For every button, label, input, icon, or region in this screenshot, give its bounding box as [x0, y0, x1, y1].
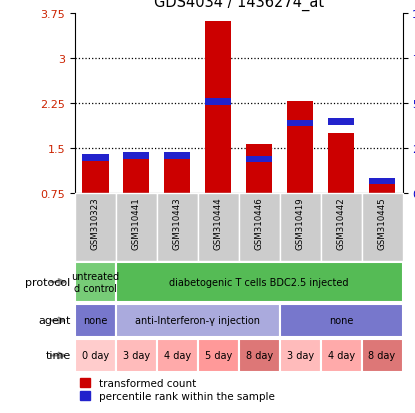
Legend: transformed count, percentile rank within the sample: transformed count, percentile rank withi… — [80, 378, 275, 401]
Bar — [328, 119, 354, 125]
Bar — [321, 339, 361, 373]
Text: GSM310446: GSM310446 — [255, 197, 264, 249]
Text: 3 day: 3 day — [122, 351, 150, 361]
Bar — [198, 339, 239, 373]
Bar — [369, 183, 395, 193]
Text: GSM310445: GSM310445 — [378, 197, 386, 249]
Bar — [75, 339, 116, 373]
Bar — [205, 21, 232, 193]
Bar — [361, 193, 403, 261]
Bar — [321, 193, 361, 261]
Text: 8 day: 8 day — [369, 351, 395, 361]
Bar — [116, 262, 403, 302]
Text: GSM310419: GSM310419 — [295, 197, 305, 249]
Bar — [75, 193, 116, 261]
Text: time: time — [45, 351, 71, 361]
Text: protocol: protocol — [25, 277, 71, 287]
Bar — [198, 193, 239, 261]
Bar — [239, 193, 280, 261]
Bar — [328, 134, 354, 193]
Text: agent: agent — [38, 316, 71, 325]
Bar — [123, 159, 149, 193]
Text: GSM310444: GSM310444 — [214, 197, 222, 249]
Text: 4 day: 4 day — [164, 351, 191, 361]
Text: 8 day: 8 day — [246, 351, 273, 361]
Text: 3 day: 3 day — [286, 351, 314, 361]
Text: anti-Interferon-γ injection: anti-Interferon-γ injection — [135, 316, 260, 325]
Text: GSM310442: GSM310442 — [337, 197, 346, 249]
Bar — [287, 121, 313, 127]
Bar — [205, 99, 232, 105]
Bar — [280, 339, 320, 373]
Text: GSM310443: GSM310443 — [173, 197, 182, 249]
Text: GSM310441: GSM310441 — [132, 197, 141, 249]
Bar — [280, 193, 320, 261]
Bar — [123, 153, 149, 159]
Bar — [287, 102, 313, 193]
Bar — [116, 193, 157, 261]
Bar — [75, 262, 116, 302]
Text: none: none — [329, 316, 353, 325]
Text: 5 day: 5 day — [205, 351, 232, 361]
Bar — [246, 157, 272, 163]
Text: none: none — [83, 316, 107, 325]
Bar — [280, 304, 403, 337]
Bar — [157, 193, 198, 261]
Bar — [116, 304, 280, 337]
Text: 4 day: 4 day — [327, 351, 355, 361]
Bar — [246, 145, 272, 193]
Text: untreated
d control: untreated d control — [71, 271, 119, 293]
Bar — [82, 157, 108, 193]
Bar — [75, 304, 116, 337]
Bar — [82, 155, 108, 161]
Text: diabetogenic T cells BDC2.5 injected: diabetogenic T cells BDC2.5 injected — [169, 277, 349, 287]
Bar — [361, 339, 403, 373]
Bar — [164, 153, 190, 193]
Bar — [116, 339, 157, 373]
Text: GSM310323: GSM310323 — [91, 197, 100, 249]
Bar — [239, 339, 280, 373]
Title: GDS4034 / 1436274_at: GDS4034 / 1436274_at — [154, 0, 324, 11]
Text: 0 day: 0 day — [82, 351, 109, 361]
Bar — [369, 178, 395, 185]
Bar — [164, 153, 190, 159]
Bar — [157, 339, 198, 373]
